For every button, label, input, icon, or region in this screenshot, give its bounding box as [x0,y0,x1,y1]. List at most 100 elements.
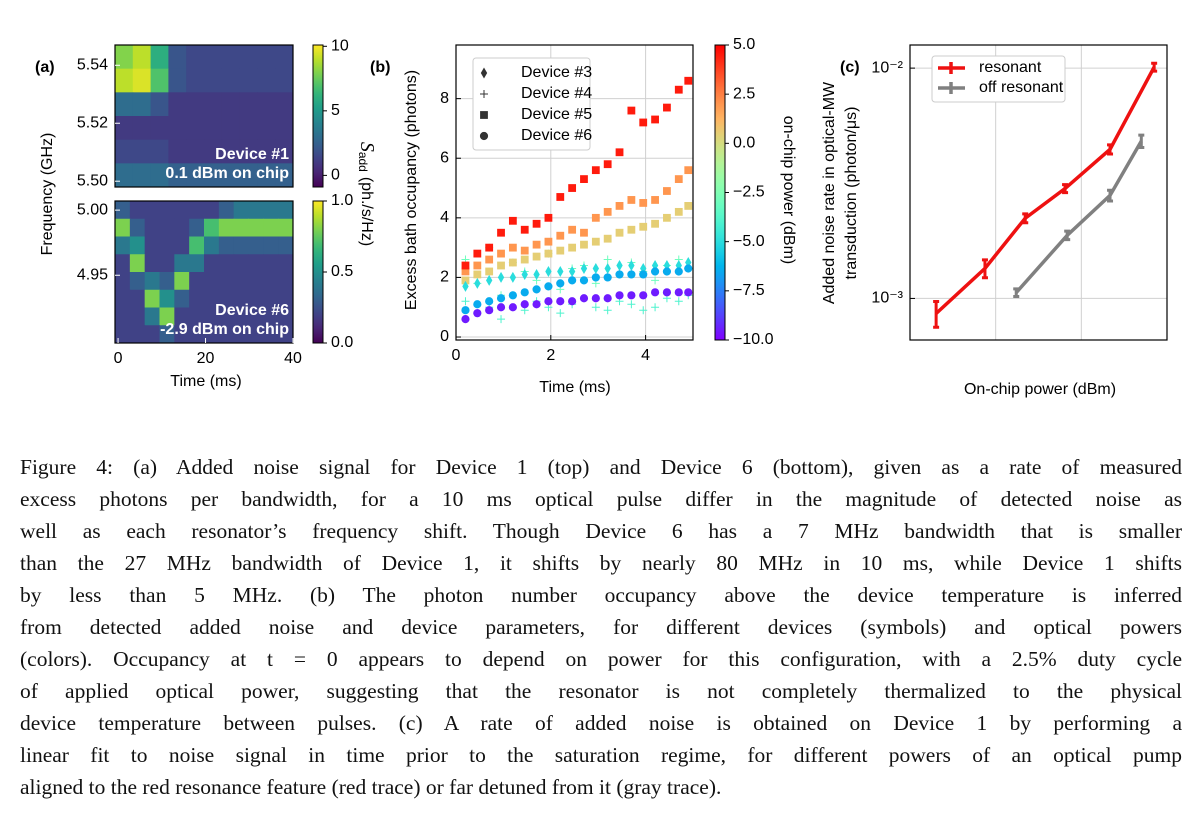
heatmap-cell [115,325,131,343]
data-point [674,288,683,297]
heatmap-cell [115,289,131,308]
heatmap-cell [115,45,134,70]
data-point [684,166,693,175]
y-tick-label: 6 [440,149,449,166]
legend-label: Device #5 [521,106,592,123]
legend-label: off resonant [979,79,1064,96]
heatmap-cell [263,289,279,308]
heatmap-cell [278,236,293,255]
heatmap-cell [257,92,276,117]
heatmap-cell [278,289,293,308]
heatmap-cell [189,236,205,255]
data-point [591,166,600,175]
heatmap-cell [257,68,276,93]
colorbar [714,44,726,341]
data-point [520,246,529,255]
heatmap-cell [263,236,279,255]
caption: Figure 4: (a) Added noise signal for Dev… [20,451,1182,803]
error-bar [1151,61,1158,73]
data-point [591,237,600,246]
data-point [485,297,494,306]
annotation: -2.9 dBm on chip [160,321,289,338]
y-tick-label: 5.54 [77,57,108,74]
axes-frame [114,200,294,344]
x-tick-label: 4 [641,347,650,364]
data-point [532,285,541,294]
heatmap-cell [275,116,293,141]
caption-line: device temperature between pulses. (c) A… [20,711,1182,735]
colorbar-tick-label: −10.0 [733,331,774,348]
error-bar [933,299,940,329]
heatmap-cell [168,92,187,117]
heatmap-cell [221,163,241,187]
heatmap-cell [186,139,205,164]
heatmap-cell [115,236,131,255]
legend-swatch [938,82,965,94]
heatmap-cell [263,218,279,237]
heatmap-cell [115,92,134,117]
heatmap-cell [204,325,220,343]
heatmap-cell [186,92,205,117]
legend-marker [480,111,488,119]
data-point [497,228,505,237]
heatmap-cell [132,68,152,93]
legend-label: resonant [979,59,1042,76]
data-point [532,219,541,228]
heatmap-cell [233,218,249,237]
heatmap-cell [204,45,223,70]
data-point [592,262,600,274]
heatmap-cell [204,163,223,187]
heatmap-cell [218,236,235,255]
annotation: Device #6 [215,302,289,319]
heatmap-cell [218,218,235,237]
heatmap-cell [150,139,169,164]
data-point [520,255,529,264]
data-point [603,234,612,243]
heatmap-cell [186,116,205,141]
heatmap-cell [144,236,160,255]
heatmap-cell [257,163,276,187]
data-point [639,291,648,300]
error-bar [1138,133,1145,150]
data-point [603,160,612,169]
data-point [496,303,506,312]
data-point [662,267,672,276]
data-point [674,207,683,216]
heatmap-cell [115,201,131,220]
data-point [627,291,636,300]
data-line [1014,140,1143,294]
data-point [615,291,624,300]
heatmap-cell [204,92,223,117]
heatmap-cell [233,254,249,273]
y-axis-label: Excess bath occupancy (photons) [403,70,420,310]
heatmap-cell [115,163,134,187]
colorbar-label: on-chip power (dBm) [780,116,797,265]
data-point [603,207,612,216]
data-point [627,225,636,234]
heatmap-cell [189,307,205,326]
heatmap-cell [257,139,276,164]
heatmap-cell [204,254,220,273]
data-point [497,271,505,283]
data-point [497,261,505,270]
data-point [568,243,577,252]
data-point [545,265,552,277]
y-tick-label: 4.95 [77,266,108,283]
data-point [544,297,553,306]
x-tick-label: 20 [197,350,215,367]
heatmap-cell [263,254,279,273]
plot-area [910,45,1167,340]
data-point [580,262,588,274]
heatmap-cell [189,254,205,273]
heatmap-cell [275,92,293,117]
data-point [497,315,506,324]
data-point [650,288,660,297]
heatmap-cell [275,68,293,93]
heatmap-cell [218,325,235,343]
figure: 5.54 5.52 5.50 0 5 10 Device #1 0.1 dBm on chip… [35,36,1168,398]
heatmap-cell [159,272,175,291]
heatmap-cell [278,218,293,237]
caption-line: from detected added noise and device par… [20,615,1182,639]
data-point [615,148,624,157]
